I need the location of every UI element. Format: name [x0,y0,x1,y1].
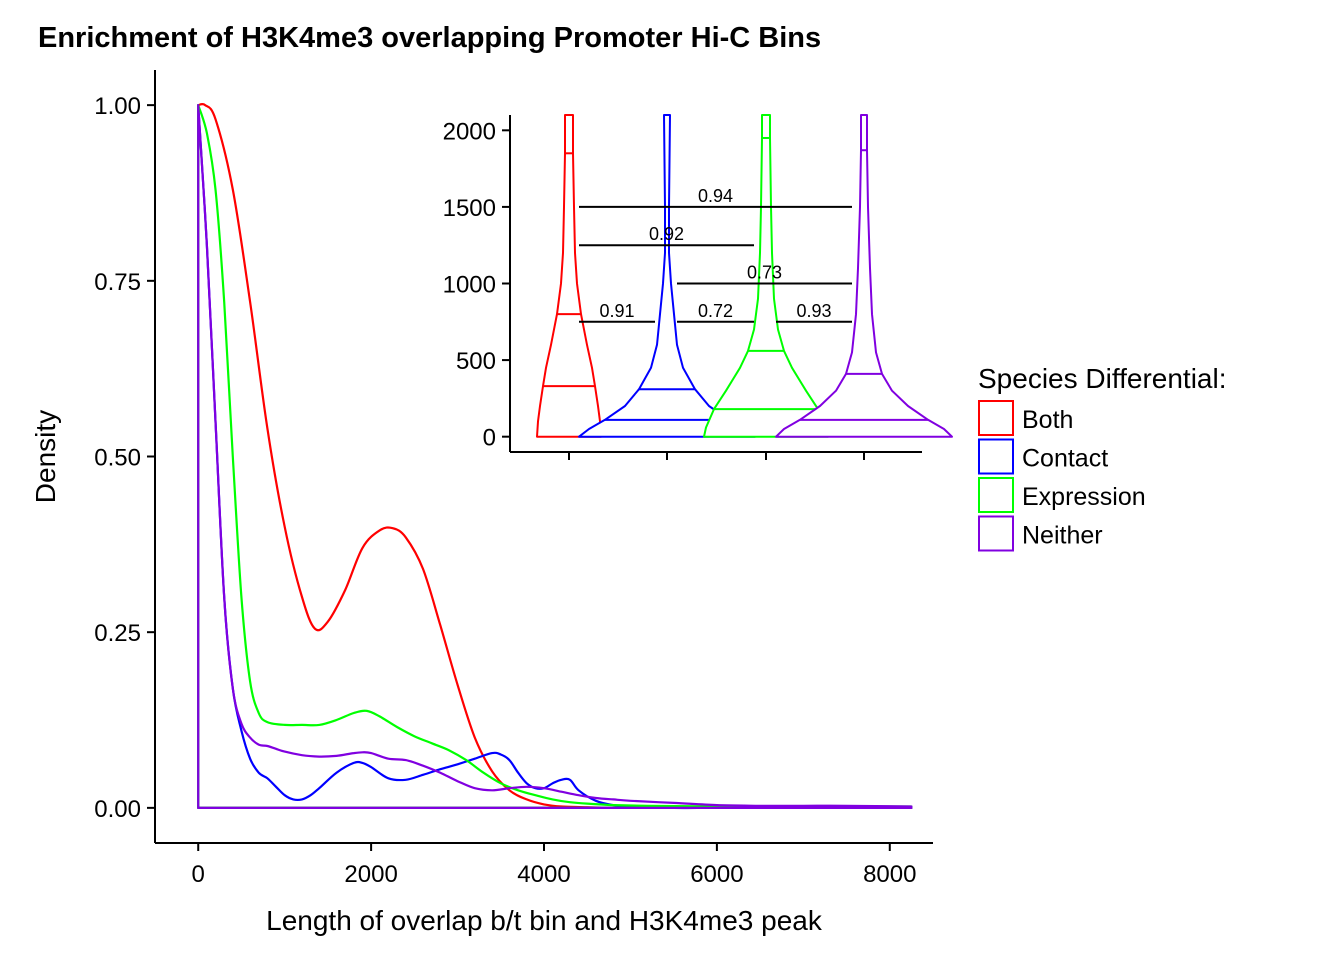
violin-expression [703,114,829,438]
chart-title: Enrichment of H3K4me3 overlapping Promot… [38,22,821,54]
violin-both [536,114,602,438]
x-tick-label: 8000 [863,861,916,888]
pvalue-label: 0.72 [698,301,733,321]
density-line-expression [197,104,913,809]
inset-y-tick-label: 0 [483,425,496,452]
pvalue-label: 0.92 [649,224,684,244]
legend-label-neither: Neither [1022,522,1103,550]
pvalue-label: 0.91 [599,301,634,321]
legend-key-both [978,400,1014,436]
legend: Species Differential: Both Contact Expressi… [978,363,1227,552]
x-tick-label: 4000 [517,861,570,888]
y-tick-label: 0.75 [94,269,141,296]
legend-title: Species Differential: [978,363,1227,394]
inset-y-tick-label: 500 [456,348,496,375]
pvalue-label: 0.93 [796,301,831,321]
y-tick-label: 0.00 [94,796,141,823]
x-axis-title: Length of overlap b/t bin and H3K4me3 pe… [266,905,823,936]
legend-key-expression [978,477,1014,513]
y-tick-label: 0.25 [94,620,141,647]
main-density-panel: 0 2000 4000 6000 8000 0.00 0.25 0.50 0.75 1.00 Len… [30,70,933,936]
y-axis-title: Density [30,410,61,503]
density-line-both [197,102,913,810]
y-tick-label: 1.00 [94,93,141,120]
inset-y-tick-label: 2000 [443,118,496,145]
violin-neither [775,114,953,438]
y-tick-label: 0.50 [94,445,141,472]
inset-violin-panel: 0 500 1000 1500 2000 0.94 0.92 0.73 0.91 0.72 0.93 [443,114,953,460]
inset-y-tick-label: 1000 [443,272,496,299]
legend-key-neither [978,515,1014,552]
inset-y-tick-label: 1500 [443,195,496,222]
x-tick-label: 0 [192,861,205,888]
legend-key-contact [978,438,1014,475]
legend-label-contact: Contact [1022,445,1108,473]
density-line-neither [197,104,913,809]
legend-label-both: Both [1022,406,1073,434]
x-tick-label: 2000 [344,861,397,888]
legend-label-expression: Expression [1022,483,1146,511]
x-tick-label: 6000 [690,861,743,888]
density-line-contact [197,104,913,810]
pvalue-label: 0.94 [698,186,733,206]
pvalue-label: 0.73 [747,263,782,283]
